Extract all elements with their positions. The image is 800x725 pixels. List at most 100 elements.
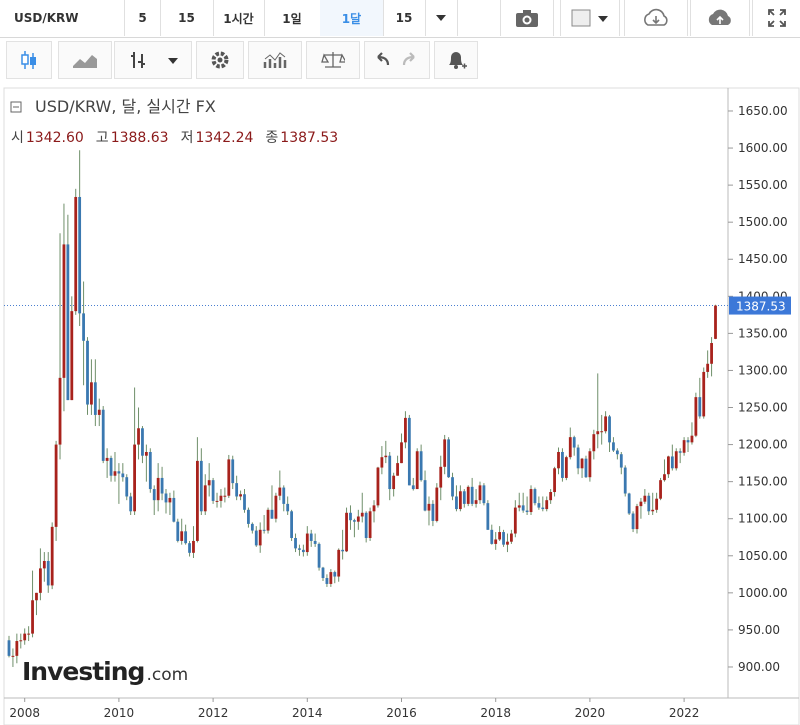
candle-body — [345, 512, 348, 552]
candle-body — [474, 500, 478, 504]
candle-body — [62, 244, 66, 378]
camera-button[interactable] — [500, 0, 554, 36]
watermark-text: Investing — [22, 657, 144, 686]
candle-body — [196, 460, 199, 541]
cloud-icon — [708, 9, 731, 25]
interval-button[interactable]: 1시간 — [213, 0, 265, 36]
candle-icon — [21, 51, 36, 69]
symbol[interactable]: USD/KRW — [0, 0, 125, 36]
candle-body — [714, 305, 717, 339]
settings-button[interactable] — [196, 41, 244, 79]
chart-type-button[interactable] — [6, 41, 52, 79]
candle-body — [690, 435, 694, 443]
candle-body — [19, 640, 23, 642]
interval-button[interactable]: 5 — [125, 0, 161, 36]
interval-button[interactable]: 1일 — [264, 0, 321, 36]
candle-body — [510, 533, 513, 542]
candle-body — [498, 532, 502, 540]
interval-button[interactable]: 1달 — [320, 0, 384, 36]
candle-body — [184, 531, 188, 544]
y-tick-label: 1350.00 — [738, 326, 788, 340]
compare-button[interactable] — [306, 41, 360, 79]
cloud-upload[interactable] — [690, 0, 750, 36]
indicator-icon — [263, 52, 287, 68]
interval-dropdown[interactable] — [425, 0, 458, 36]
indicators-button[interactable] — [248, 41, 302, 79]
candle-body — [631, 513, 635, 530]
candle-body — [415, 451, 419, 490]
candle-body — [364, 512, 368, 538]
candle-body — [144, 451, 148, 456]
cloud-download[interactable] — [624, 0, 688, 36]
candle-body — [455, 496, 458, 510]
candle-body — [203, 485, 207, 512]
candle-body — [667, 456, 670, 475]
candle-body — [619, 454, 623, 468]
candle-body — [431, 503, 435, 521]
candle-body — [97, 409, 101, 415]
candle-body — [317, 543, 321, 568]
x-tick-label: 2010 — [104, 706, 135, 720]
candle-body — [329, 572, 333, 584]
candle-body — [568, 437, 572, 458]
candle-body — [553, 468, 556, 493]
alert-button[interactable] — [434, 41, 478, 79]
y-tick-label: 1150.00 — [738, 475, 788, 489]
candle-body — [353, 520, 356, 522]
interval-button[interactable]: 15 — [383, 0, 426, 36]
chart-frame — [3, 87, 800, 725]
candle-body — [278, 487, 282, 496]
candle-body — [561, 451, 564, 478]
undo-redo[interactable] — [364, 41, 430, 79]
x-tick-label: 2012 — [198, 706, 229, 720]
candle-body — [506, 541, 509, 545]
candle-body — [39, 568, 42, 593]
candle-body — [572, 437, 576, 448]
candle-body — [74, 196, 78, 312]
candle-body — [663, 474, 666, 481]
candle-body — [148, 451, 152, 490]
bell-icon — [449, 52, 467, 69]
candle-body — [250, 523, 254, 531]
candle-body — [494, 539, 498, 544]
ohlc-label: 저 — [181, 130, 194, 146]
candle-body — [70, 311, 74, 401]
line-style-button[interactable] — [58, 41, 112, 79]
candle-body — [42, 560, 46, 569]
candle-body — [262, 529, 266, 531]
candle-body — [180, 531, 184, 541]
candle-body — [635, 506, 639, 530]
candle-body — [411, 485, 415, 490]
fullscreen-button[interactable] — [752, 0, 800, 36]
collapse-icon[interactable] — [10, 101, 22, 113]
y-tick-label: 1000.00 — [738, 586, 788, 600]
candle-body — [66, 244, 70, 401]
candle-body — [451, 477, 454, 497]
ohlc-label: 종 — [265, 130, 278, 146]
candle-body — [341, 549, 345, 552]
interval-button[interactable]: 15 — [160, 0, 214, 36]
candle-body — [549, 492, 553, 501]
candle-body — [121, 473, 125, 478]
top-toolbar: USD/KRW 5 15 1시간 1일 1달 15 — [0, 0, 800, 38]
candle-body — [513, 507, 517, 534]
candle-body — [443, 439, 447, 467]
candle-body — [682, 440, 686, 453]
candle-body — [46, 560, 50, 586]
candle-body — [404, 417, 407, 443]
y-tick-label: 950.00 — [738, 623, 780, 637]
candle-body — [192, 540, 195, 553]
candle-body — [698, 397, 702, 417]
candle-body — [396, 463, 399, 476]
candle-body — [7, 640, 11, 656]
y-tick-label: 1650.00 — [738, 104, 788, 118]
candle-body — [266, 509, 270, 531]
color-button[interactable] — [560, 0, 620, 36]
y-tick-label: 1500.00 — [738, 215, 788, 229]
bars-button[interactable] — [114, 41, 192, 79]
candle-body — [337, 549, 341, 577]
candle-body — [706, 363, 710, 372]
candle-body — [129, 496, 133, 512]
candle-body — [298, 548, 301, 550]
candle-body — [710, 343, 713, 364]
